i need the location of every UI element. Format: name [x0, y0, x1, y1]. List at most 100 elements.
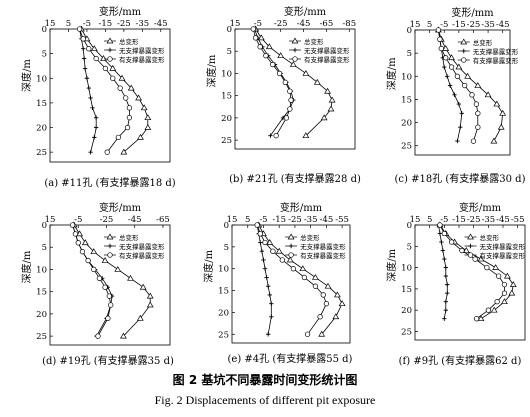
data-point [442, 256, 447, 262]
data-point [283, 115, 290, 121]
data-point [266, 238, 274, 245]
x-tick-label: 15 [45, 215, 56, 225]
chart-panel-5: 15 5 -5 -15 -25 -35 -45 -55 变形/mm 0 5 10 15 20 25 深度/m 总… [202, 201, 353, 365]
data-point [264, 275, 269, 280]
y-tick-label: 15 [401, 95, 412, 105]
y-tick-label: 20 [401, 119, 412, 129]
data-point [136, 314, 144, 321]
data-point [443, 265, 448, 270]
series-1 [252, 25, 336, 139]
data-point [88, 149, 93, 155]
y-tick-label: 15 [36, 99, 47, 109]
series-1 [436, 221, 517, 322]
legend-marker [292, 47, 298, 53]
data-point [484, 91, 492, 98]
data-point [140, 104, 148, 111]
x-tick-label: -45 [496, 215, 510, 225]
legend-label: 总变形 [304, 37, 324, 46]
panel-label: (d) #19孔 (有支撑暴露35 d) [42, 354, 174, 367]
data-point [324, 282, 332, 289]
x-tick-label: -55 [335, 215, 349, 225]
data-point [299, 265, 307, 272]
chart-panel-1: 15 5 -5 -15 -25 -35 -45 变形/mm 0 5 10 15 20 25 深度/m 总变形无… [20, 5, 176, 189]
data-point [86, 85, 91, 91]
data-point [102, 65, 109, 72]
data-point [490, 137, 498, 144]
data-point [80, 36, 86, 42]
x-tick-label: -45 [154, 19, 168, 29]
data-point [437, 222, 443, 228]
data-point [475, 124, 481, 130]
y-axis-label: 深度/m [20, 250, 33, 283]
data-point [332, 313, 340, 320]
x-tick-label: -45 [320, 215, 334, 225]
data-point [118, 74, 126, 81]
data-point [449, 239, 455, 245]
series-3 [76, 26, 133, 155]
panel-label: (a) #11孔 (有支撑暴露18 d) [44, 176, 175, 189]
y-tick-label: 25 [218, 330, 229, 340]
data-point [110, 75, 116, 81]
legend-label: 无支撑暴露变形 [119, 46, 165, 55]
legend-label: 有支撑暴露变形 [119, 251, 165, 260]
x-axis-label: 变形/mm [284, 5, 327, 18]
panel-label: (b) #21孔 (有支撑暴露28 d) [229, 172, 361, 185]
data-point [442, 45, 450, 51]
data-point [499, 109, 507, 116]
x-tick-label: -85 [342, 19, 356, 29]
data-point [82, 66, 88, 71]
data-point [263, 53, 269, 59]
panel-label: (c) #18孔 (有支撑暴露30 d) [395, 172, 526, 185]
y-axis-label: 深度/m [385, 57, 398, 90]
data-point [334, 291, 341, 298]
data-point [76, 230, 84, 237]
y-axis-label: 深度/m [202, 249, 215, 282]
y-axis-label: 深度/m [20, 59, 33, 92]
data-point [497, 123, 505, 130]
y-tick-label: 20 [221, 114, 232, 124]
legend-label: 总变形 [300, 233, 320, 242]
x-tick-label: -25 [100, 215, 114, 225]
data-point [304, 331, 311, 337]
legend-marker [106, 37, 114, 44]
data-point [105, 315, 111, 321]
x-tick-label: -45 [496, 20, 510, 30]
legend-marker [107, 252, 113, 258]
data-point [324, 87, 331, 94]
y-tick-label: 15 [221, 92, 232, 102]
y-tick-label: 25 [36, 148, 47, 158]
data-point [261, 257, 266, 263]
data-point [313, 78, 321, 85]
plot-frame [234, 28, 356, 150]
data-point [146, 292, 154, 299]
data-point [456, 101, 462, 107]
data-point [146, 301, 154, 308]
series-1 [434, 26, 507, 144]
x-axis-label: 变形/mm [99, 201, 142, 214]
data-point [273, 133, 279, 139]
data-point [443, 299, 448, 304]
data-point [320, 114, 328, 121]
series-1 [70, 221, 154, 339]
data-point [444, 74, 450, 79]
legend-label: 有支撑暴露变形 [300, 251, 346, 260]
data-point [495, 273, 502, 279]
legend-marker [467, 233, 474, 240]
x-tick-label: -65 [156, 215, 170, 225]
data-point [93, 55, 99, 62]
data-point [275, 247, 283, 254]
data-point [490, 306, 498, 313]
plot-frame [414, 29, 511, 156]
y-tick-label: 20 [218, 308, 229, 318]
series-3 [250, 26, 294, 139]
data-point [445, 290, 450, 296]
legend-label: 有支撑暴露变形 [119, 55, 165, 64]
data-point [277, 52, 285, 59]
y-tick-label: 20 [36, 310, 47, 320]
data-point [492, 264, 500, 270]
data-point [258, 240, 263, 245]
legend-marker [106, 233, 114, 240]
legend-label: 无支撑暴露变形 [119, 242, 165, 251]
x-tick-label: -35 [481, 20, 495, 30]
x-tick-label: -15 [99, 19, 113, 29]
